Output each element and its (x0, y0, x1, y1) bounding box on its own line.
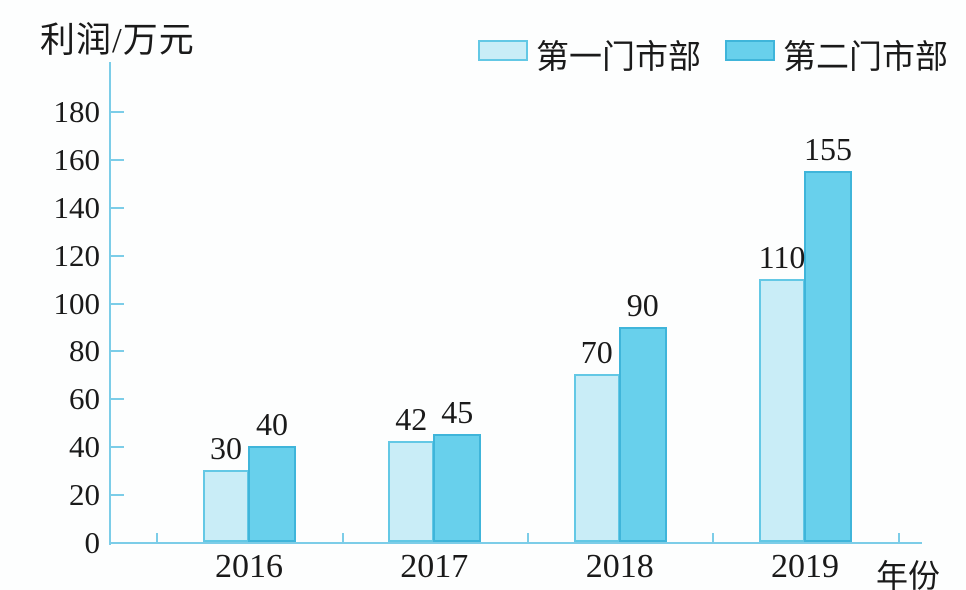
legend-label-series1: 第一门市部 (536, 40, 701, 76)
bar-value-label: 155 (804, 130, 852, 167)
legend-swatch-series1 (478, 40, 528, 61)
bar-第一门市部-2017 (388, 441, 435, 542)
y-axis-tick (111, 542, 124, 544)
y-tick-label: 180 (53, 94, 101, 129)
y-tick-label: 60 (69, 381, 100, 417)
x-tick-label-2017: 2017 (400, 548, 469, 585)
bar-第二门市部-2017 (433, 434, 482, 542)
y-tick-label: 160 (53, 141, 101, 177)
bar-第二门市部-2019 (804, 170, 852, 542)
bar-第一门市部-2016 (203, 470, 249, 542)
bar-第二门市部-2016 (248, 446, 296, 542)
bar-第一门市部-2018 (573, 374, 620, 542)
bar-第一门市部-2019 (759, 278, 805, 542)
y-axis-tick (111, 111, 124, 113)
y-axis-title: 利润/万元 (40, 21, 195, 60)
bar-value-label: 42 (395, 401, 428, 438)
y-tick-label: 100 (53, 285, 101, 321)
bar-第二门市部-2018 (618, 326, 667, 542)
y-axis-line (109, 62, 111, 545)
y-tick-label: 80 (69, 333, 100, 369)
y-axis-tick (111, 398, 124, 401)
bar-value-label: 40 (256, 406, 288, 443)
bar-value-label: 45 (441, 394, 474, 431)
x-axis-title: 年份 (876, 558, 941, 590)
y-axis-tick (111, 302, 124, 305)
bar-value-label: 70 (580, 334, 613, 371)
legend-label-series2: 第二门市部 (783, 40, 948, 76)
y-tick-label: 140 (53, 189, 101, 225)
x-axis-tick (341, 533, 344, 542)
y-axis-tick (111, 254, 124, 257)
y-tick-label: 20 (69, 477, 100, 513)
x-axis-tick (897, 533, 900, 542)
bar-value-label: 90 (626, 286, 659, 323)
y-axis-tick (111, 446, 124, 449)
y-tick-label: 0 (84, 525, 101, 560)
bar-value-label: 30 (210, 430, 242, 467)
x-axis-tick (526, 533, 529, 542)
x-axis-tick (712, 533, 715, 542)
y-tick-label: 40 (69, 429, 100, 465)
y-axis-tick (111, 350, 124, 353)
x-tick-label-2019: 2019 (771, 548, 839, 585)
bar-value-label: 110 (758, 238, 806, 275)
x-tick-label-2016: 2016 (215, 548, 283, 585)
legend-swatch-series2 (725, 40, 775, 61)
y-axis-tick (111, 158, 124, 161)
y-axis-tick (111, 494, 124, 497)
x-axis-line (109, 542, 922, 544)
y-tick-label: 120 (53, 237, 101, 273)
x-tick-label-2018: 2018 (585, 548, 654, 585)
x-axis-tick (156, 533, 159, 542)
y-axis-tick (111, 206, 124, 209)
